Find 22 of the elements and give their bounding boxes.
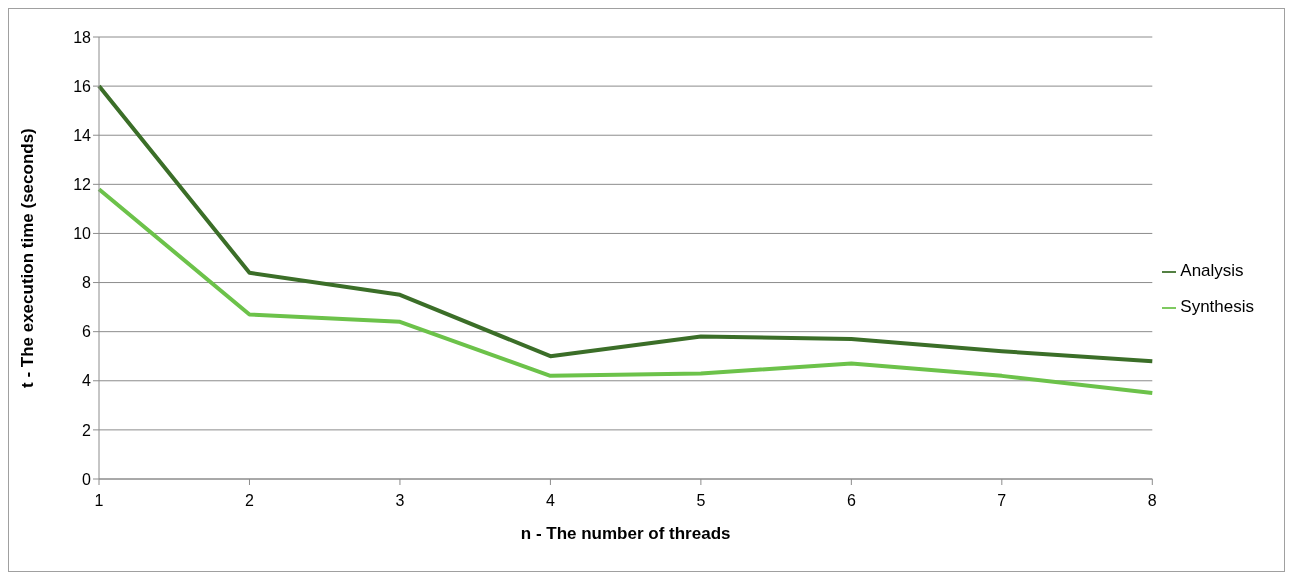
x-axis-title: n - The number of threads: [520, 524, 731, 543]
y-tick-label: 18: [73, 28, 92, 46]
x-tick-label: 4: [545, 492, 555, 510]
x-tick-label: 7: [997, 492, 1007, 510]
y-tick-label: 8: [82, 274, 92, 292]
x-tick-label: 8: [1147, 492, 1157, 510]
x-tick-label: 2: [245, 492, 255, 510]
x-tick-label: 5: [696, 492, 706, 510]
y-tick-label: 0: [82, 470, 92, 488]
x-tick-label: 1: [94, 492, 104, 510]
y-tick-label: 16: [73, 77, 92, 95]
y-tick-label: 12: [73, 176, 92, 194]
y-tick-label: 2: [82, 421, 92, 439]
y-tick-label: 6: [82, 323, 92, 341]
y-axis-title: t - The execution time (seconds): [18, 128, 38, 388]
x-tick-label: 3: [395, 492, 405, 510]
legend-label: Synthesis: [1180, 297, 1254, 316]
x-tick-label: 6: [846, 492, 856, 510]
y-tick-label: 10: [73, 225, 92, 243]
y-tick-label: 4: [82, 372, 92, 390]
y-tick-label: 14: [73, 126, 92, 144]
legend-label: Analysis: [1180, 261, 1244, 280]
